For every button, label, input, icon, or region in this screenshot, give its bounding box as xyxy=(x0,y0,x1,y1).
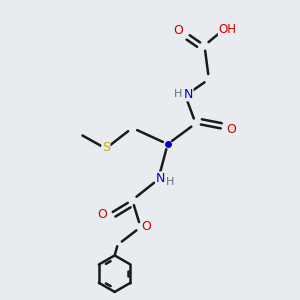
Text: O: O xyxy=(226,123,236,136)
Text: OH: OH xyxy=(218,23,236,36)
Text: S: S xyxy=(102,141,110,154)
Text: H: H xyxy=(166,177,174,188)
Text: H: H xyxy=(174,89,182,99)
Text: O: O xyxy=(173,24,183,37)
Text: N: N xyxy=(184,88,193,101)
Text: O: O xyxy=(97,208,106,221)
Text: N: N xyxy=(156,172,165,185)
Text: O: O xyxy=(142,220,152,233)
